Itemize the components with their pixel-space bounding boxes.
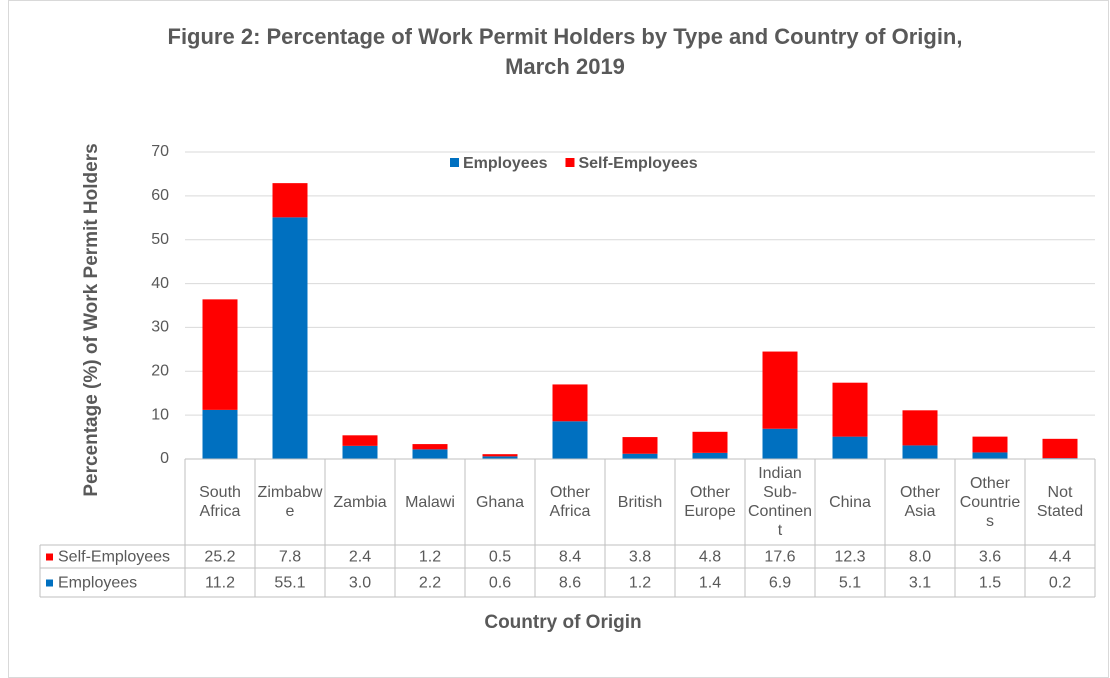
data-label: 0.6	[489, 575, 511, 592]
legend-swatch	[565, 158, 575, 167]
bar-segment	[272, 183, 308, 218]
data-label: 25.2	[204, 549, 235, 566]
x-tick-label: Other Europe	[684, 484, 736, 520]
data-label: 1.2	[419, 549, 441, 566]
y-tick-label: 10	[151, 406, 169, 423]
data-label: 11.2	[205, 575, 235, 592]
data-label: 1.2	[629, 575, 651, 592]
bar-segment	[832, 382, 868, 437]
bar-segment	[552, 384, 588, 422]
x-tick-label: China	[829, 493, 871, 511]
bar-segment	[972, 452, 1008, 459]
table-legend-key	[46, 553, 53, 561]
data-label: 3.6	[979, 549, 1001, 566]
y-axis-title: Percentage (%) of Work Permit Holders	[81, 143, 102, 496]
bar-segment	[272, 217, 308, 459]
data-label: 55.1	[274, 575, 305, 592]
x-tick-label: Zambia	[333, 493, 387, 511]
bar-segment	[342, 435, 378, 446]
x-tick-label: South Africa	[199, 484, 241, 520]
data-label: 8.4	[559, 549, 581, 566]
data-label: 7.8	[279, 549, 301, 566]
x-tick-label: Other Asia	[899, 484, 940, 520]
y-tick-label: 40	[151, 275, 169, 292]
bar-segment	[552, 421, 588, 459]
bar-segment	[832, 436, 868, 459]
x-tick-label: Other Countries	[959, 474, 1021, 530]
category-cell: Zimbabwe	[257, 484, 323, 520]
bar-segment	[1042, 438, 1078, 459]
data-label: 2.4	[349, 549, 371, 566]
table-row-label: Self-Employees	[58, 549, 170, 566]
data-label: 2.2	[419, 575, 441, 592]
data-label: 3.0	[349, 575, 371, 592]
bar-segment	[482, 456, 518, 459]
category-cell: Other Countries	[959, 474, 1021, 530]
bar-segment	[692, 431, 728, 453]
category-cell: Other Africa	[549, 484, 591, 520]
legend-label: Employees	[463, 155, 548, 172]
y-tick-label: 30	[151, 319, 169, 336]
bar-segment	[412, 449, 448, 459]
bar-segment	[622, 453, 658, 459]
x-tick-label: Other Africa	[549, 484, 591, 520]
bar-segment	[202, 409, 238, 459]
x-axis-title: Country of Origin	[484, 612, 641, 633]
category-cell: Indian Sub-Continent	[747, 465, 813, 539]
bar-segment	[972, 436, 1008, 453]
bar-segment	[412, 444, 448, 450]
data-label: 0.2	[1049, 575, 1071, 592]
bar-segment	[762, 351, 798, 429]
category-cell: Not Stated	[1036, 484, 1084, 520]
title-box: Figure 2: Percentage of Work Permit Hold…	[167, 24, 963, 79]
bar-segment	[202, 299, 238, 410]
data-label: 0.5	[489, 549, 511, 566]
y-tick-label: 50	[151, 231, 169, 248]
data-label: 17.6	[764, 549, 795, 566]
bar-segment	[902, 410, 938, 446]
x-tick-label: Malawi	[405, 493, 455, 511]
category-cell: Zambia	[333, 493, 387, 511]
x-tick-label: Zimbabwe	[257, 484, 323, 520]
bar-segment	[762, 428, 798, 459]
data-label: 12.3	[834, 549, 865, 566]
category-cell: British	[617, 493, 663, 511]
bar-segment	[622, 437, 658, 454]
chart-title: Figure 2: Percentage of Work Permit Hold…	[167, 24, 963, 79]
y-tick-label: 0	[160, 450, 169, 467]
table-row-label: Employees	[58, 575, 137, 592]
table-legend-key	[46, 579, 53, 587]
data-label: 1.5	[979, 575, 1001, 592]
x-tick-label: British	[617, 493, 663, 511]
category-cell: Other Europe	[684, 484, 736, 520]
data-label: 8.0	[909, 549, 931, 566]
legend-swatch	[450, 158, 459, 167]
y-tick-label: 20	[151, 363, 169, 380]
y-tick-label: 60	[151, 187, 169, 204]
data-label: 4.8	[699, 549, 721, 566]
data-label: 8.6	[559, 575, 581, 592]
category-cell: Malawi	[405, 493, 455, 511]
y-tick-label: 70	[151, 143, 169, 160]
category-cell: Ghana	[475, 493, 525, 511]
data-label: 5.1	[839, 575, 861, 592]
x-tick-label: Ghana	[475, 493, 525, 511]
data-label: 1.4	[699, 575, 721, 592]
bar-segment	[482, 454, 518, 457]
category-cell: Other Asia	[899, 484, 940, 520]
data-label: 3.1	[909, 575, 931, 592]
bar-segment	[342, 445, 378, 459]
data-label: 3.8	[629, 549, 651, 566]
data-label: 6.9	[769, 575, 791, 592]
x-tick-label: Not Stated	[1036, 484, 1084, 520]
category-cell: South Africa	[199, 484, 241, 520]
bar-segment	[902, 445, 938, 459]
data-label: 4.4	[1049, 549, 1071, 566]
category-cell: China	[829, 493, 871, 511]
legend-label: Self-Employees	[578, 155, 697, 172]
bar-segment	[692, 452, 728, 459]
x-tick-label: Indian Sub-Continent	[747, 465, 813, 539]
